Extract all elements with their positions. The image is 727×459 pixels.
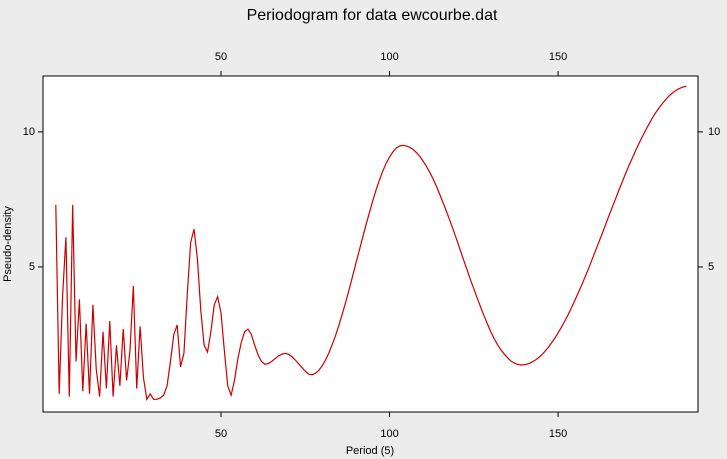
plot-area — [42, 75, 699, 413]
y-axis-label: Pseudo-density — [2, 206, 14, 282]
x-tick-label: 150 — [549, 428, 567, 440]
y-tick-label-right: 5 — [708, 261, 714, 273]
y-tick-label: 5 — [29, 261, 35, 273]
y-tick-label-right: 10 — [708, 126, 720, 138]
x-tick-label: 100 — [380, 428, 398, 440]
y-tick-label: 10 — [23, 126, 35, 138]
data-line — [55, 85, 687, 401]
x-tick-label-top: 100 — [380, 51, 398, 63]
chart-title: Periodogram for data ewcourbe.dat — [247, 7, 498, 24]
x-tick-label: 50 — [215, 428, 227, 440]
x-axis-label: Period (5) — [346, 445, 394, 457]
x-tick-label-top: 50 — [215, 51, 227, 63]
x-tick-label-top: 150 — [549, 51, 567, 63]
